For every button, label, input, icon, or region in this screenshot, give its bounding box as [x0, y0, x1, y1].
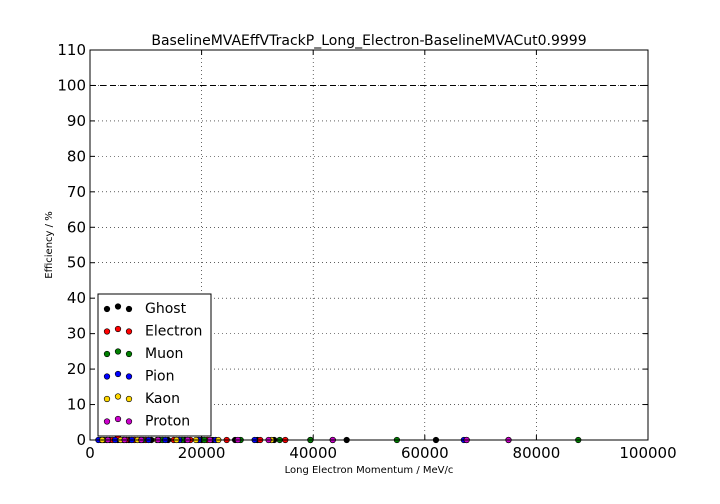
grid: [90, 50, 648, 440]
y-tick-label: 20: [67, 360, 86, 378]
y-tick-label: 100: [57, 76, 86, 94]
x-tick-label: 60000: [401, 444, 449, 462]
y-tick-label: 60: [67, 218, 86, 236]
legend-marker-kaon: [125, 395, 133, 403]
y-tick-label: 30: [67, 325, 86, 343]
y-tick-label: 70: [67, 183, 86, 201]
y-tick-label: 50: [67, 254, 86, 272]
legend-marker-pion: [114, 370, 122, 378]
legend-marker-ghost: [125, 305, 133, 313]
y-axis-title: Efficiency / %: [44, 211, 55, 278]
legend-marker-muon: [103, 350, 111, 358]
legend-label-ghost: Ghost: [145, 301, 187, 317]
legend-marker-muon: [114, 348, 122, 355]
x-tick-label: 0: [85, 444, 95, 462]
legend-marker-ghost: [103, 305, 111, 313]
chart-title: BaselineMVAEffVTrackP_Long_Electron-Base…: [151, 33, 586, 49]
y-tick-label: 0: [76, 431, 86, 449]
legend-marker-kaon: [114, 393, 122, 400]
legend-marker-proton: [103, 418, 111, 425]
legend-label-proton: Proton: [145, 414, 190, 430]
legend-marker-ghost: [114, 303, 122, 310]
x-tick-label: 100000: [619, 444, 676, 462]
legend-marker-pion: [125, 373, 133, 380]
x-tick-label: 80000: [513, 444, 561, 462]
y-tick-label: 80: [67, 147, 86, 165]
x-tick-label: 20000: [178, 444, 226, 462]
legend-marker-pion: [103, 373, 111, 380]
legend-label-kaon: Kaon: [145, 391, 180, 407]
y-tick-label: 110: [57, 41, 86, 59]
axis-ticks: 0 20000 40000 60000 80000 100000 0 10 20 30 40 50 60…: [57, 41, 676, 462]
legend: Ghost Electron Muon Pion Kaon Proton: [97, 293, 212, 437]
legend-marker-electron: [114, 325, 122, 333]
y-tick-label: 10: [67, 396, 86, 414]
y-tick-label: 90: [67, 112, 86, 130]
legend-label-electron: Electron: [145, 324, 202, 340]
x-axis-title: Long Electron Momentum / MeV/c: [285, 465, 454, 476]
legend-box: [97, 293, 212, 437]
legend-marker-kaon: [103, 395, 111, 403]
legend-marker-muon: [125, 350, 133, 358]
y-tick-label: 40: [67, 289, 86, 307]
legend-marker-electron: [125, 328, 133, 335]
x-tick-label: 40000: [289, 444, 337, 462]
legend-marker-proton: [114, 415, 122, 423]
legend-label-pion: Pion: [145, 369, 174, 385]
legend-marker-electron: [103, 328, 111, 335]
legend-label-muon: Muon: [145, 346, 183, 362]
legend-marker-proton: [125, 418, 133, 425]
plot-frame: [89, 49, 649, 441]
